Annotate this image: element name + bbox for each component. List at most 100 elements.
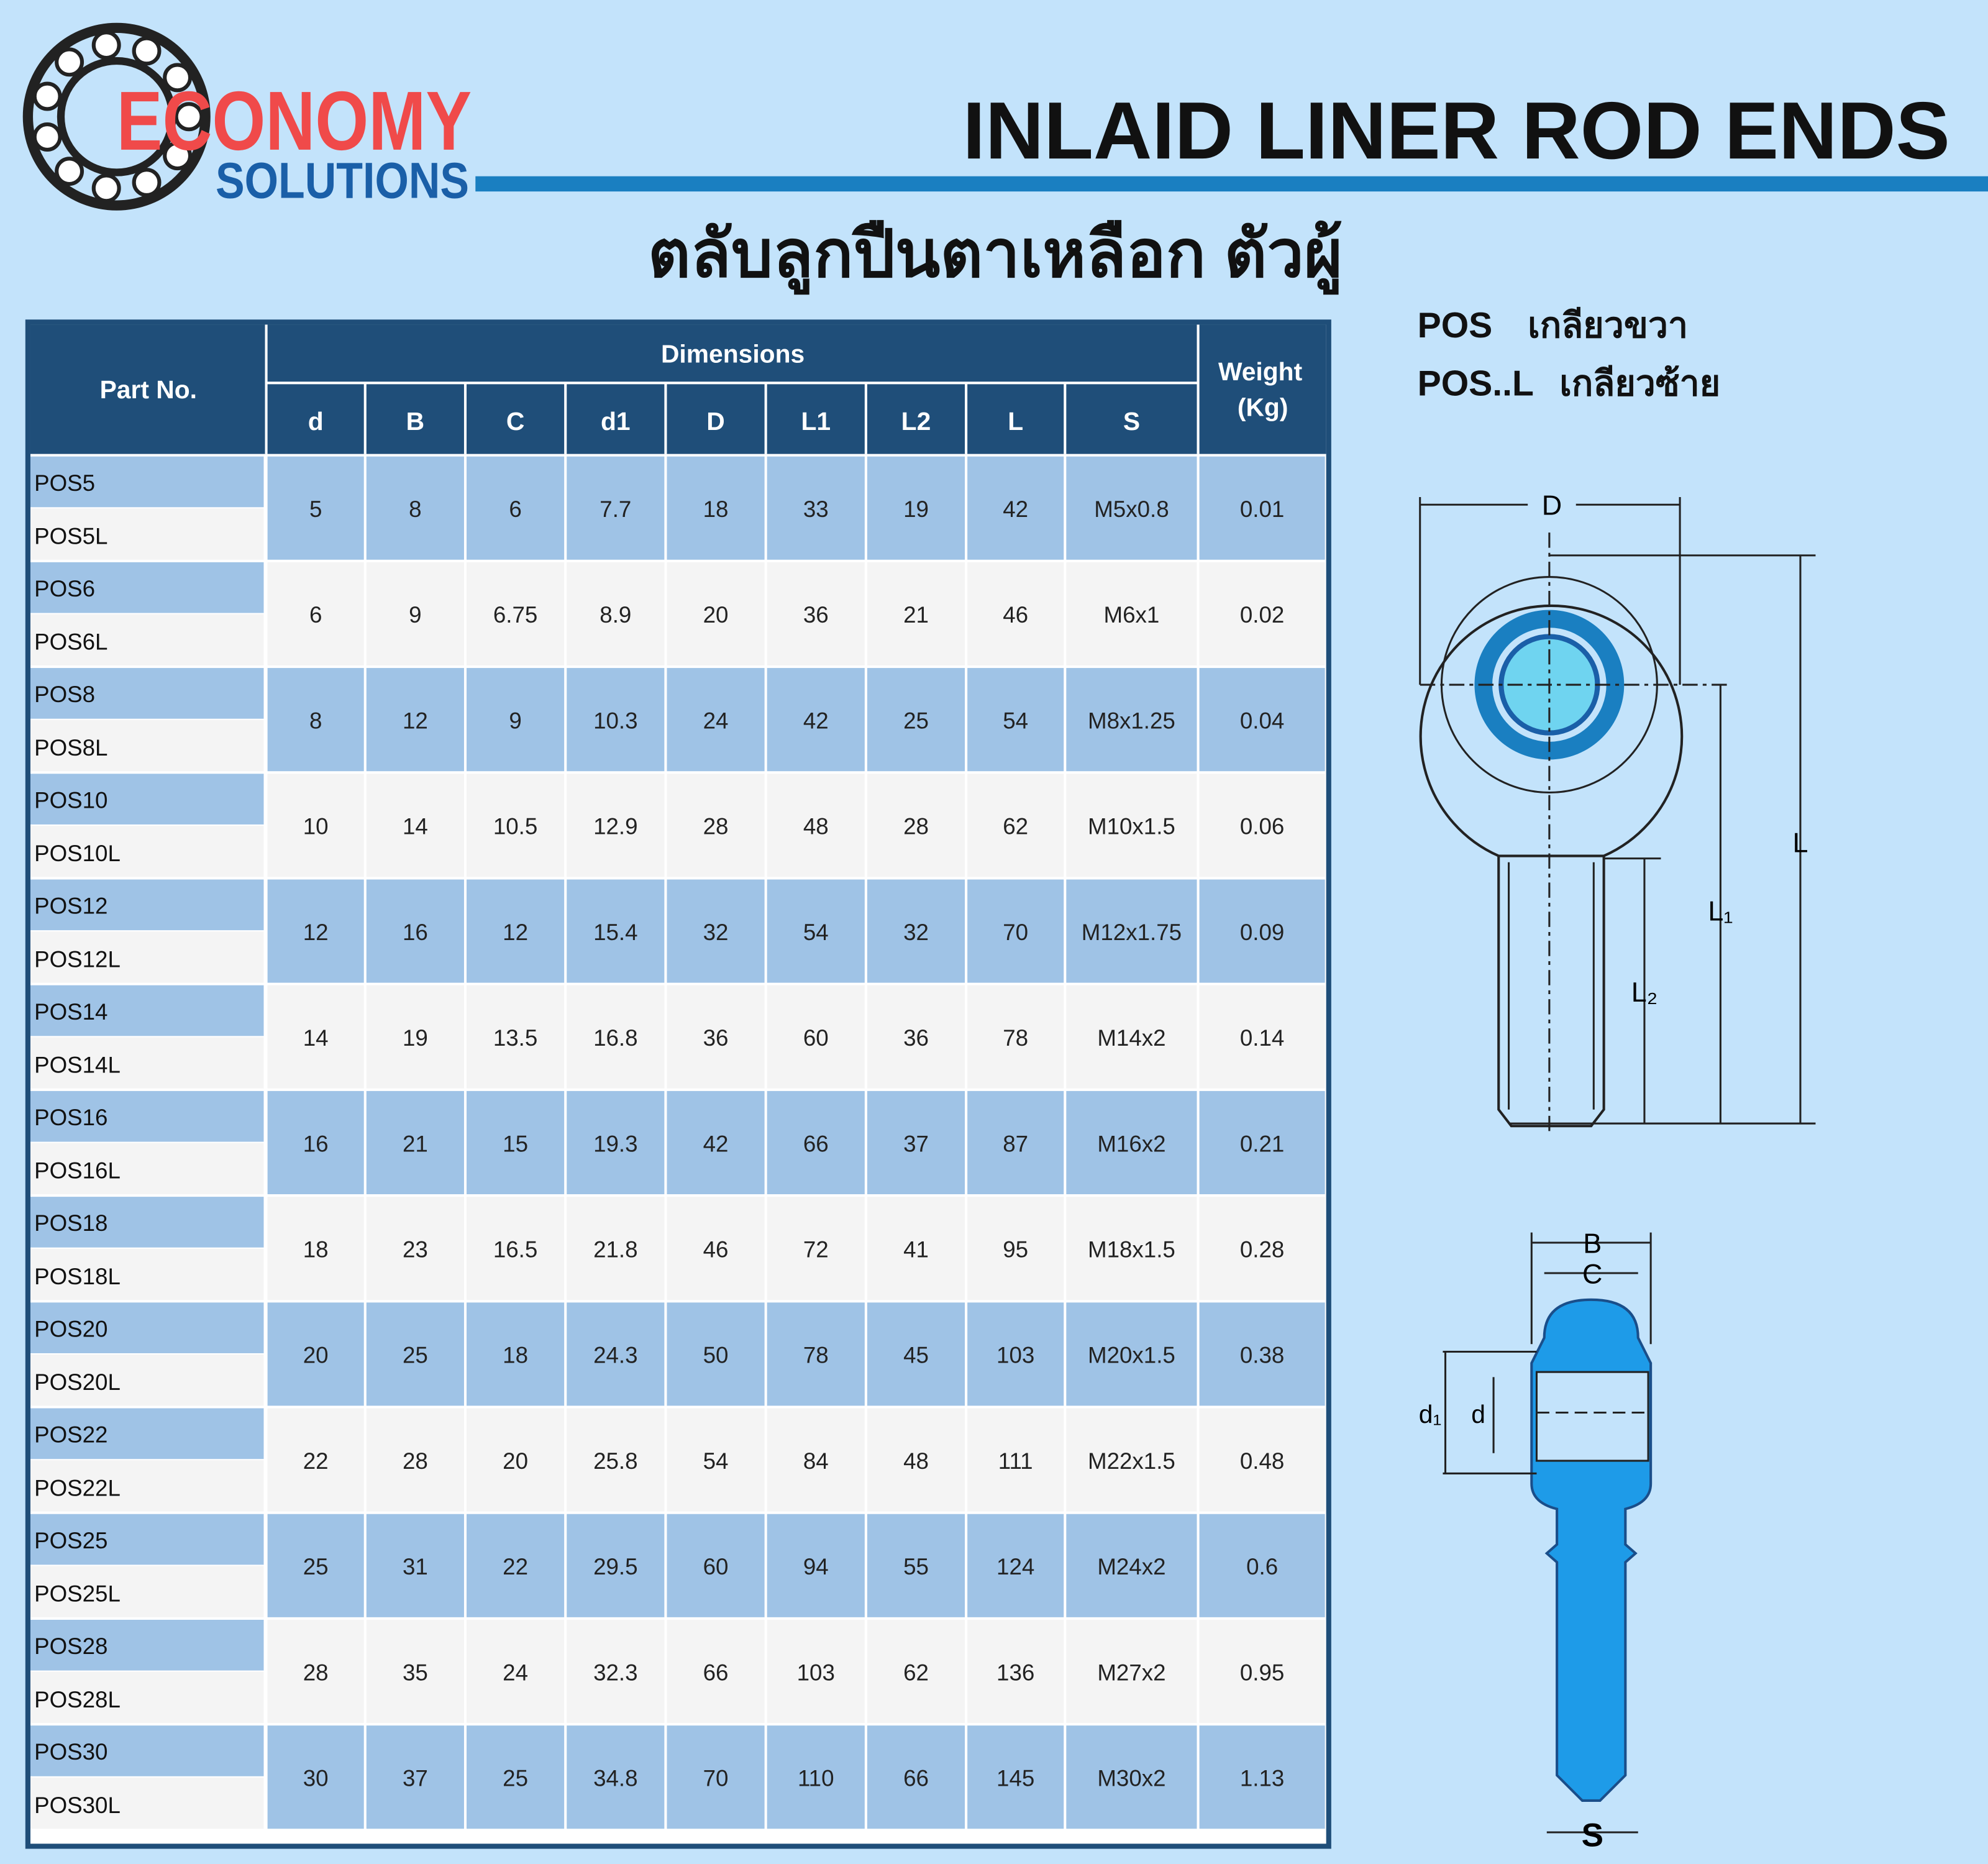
part-no: POS18L — [34, 1264, 121, 1289]
cell-text: 30 — [303, 1765, 329, 1791]
cell-text: 13.5 — [493, 1025, 537, 1051]
cell — [1066, 1619, 1197, 1724]
cell — [667, 1302, 765, 1406]
part-cell — [30, 1777, 264, 1829]
part-cell — [30, 1090, 264, 1142]
cell-text: 78 — [1003, 1025, 1028, 1051]
cell-text: 103 — [797, 1660, 835, 1685]
cell — [767, 1619, 865, 1724]
cell — [267, 1408, 364, 1512]
cell-text: 20 — [503, 1448, 528, 1474]
cell-text: 6.75 — [493, 602, 537, 628]
cell-text: 16 — [403, 920, 428, 945]
part-no: POS5 — [34, 470, 95, 496]
legend-text: เกลียวขวา — [1528, 306, 1688, 345]
cell-text: 94 — [803, 1554, 829, 1579]
dim-label: d₁ — [1419, 1400, 1441, 1428]
cell — [667, 668, 765, 772]
part-cell — [30, 1037, 264, 1089]
cell-text: 19 — [903, 496, 929, 522]
cell — [1199, 985, 1325, 1089]
cell-text: 9 — [509, 708, 521, 733]
cell-text: 0.28 — [1240, 1236, 1284, 1262]
header-cell: Dimensions — [661, 340, 805, 368]
cell — [767, 562, 865, 666]
cell-text: 46 — [703, 1236, 729, 1262]
cell — [767, 1408, 865, 1512]
subtitle: ตลับลูกปืนตาเหลือก ตัวผู้ — [648, 217, 1343, 295]
cell-text: 72 — [803, 1236, 829, 1262]
cell — [1066, 774, 1197, 877]
cell-text: 0.6 — [1246, 1554, 1278, 1579]
cell-text: 37 — [903, 1131, 929, 1156]
cell — [1066, 1725, 1197, 1829]
cell-text: 0.02 — [1240, 602, 1284, 628]
logo-ball — [163, 141, 193, 171]
shank — [1497, 854, 1605, 1128]
cell-text: 23 — [403, 1236, 428, 1262]
cell — [1066, 1408, 1197, 1512]
cell — [967, 1725, 1064, 1829]
part-no: POS5L — [34, 524, 107, 549]
logo-ball — [91, 30, 121, 60]
cell — [1066, 668, 1197, 772]
cell-text: M14x2 — [1097, 1025, 1165, 1051]
cell — [366, 1514, 464, 1617]
cell-text: 41 — [903, 1236, 929, 1262]
part-cell — [30, 614, 264, 666]
part-no: POS18 — [34, 1210, 107, 1236]
header-cell: C — [506, 407, 524, 436]
cell — [467, 1725, 565, 1829]
header-cell: S — [1123, 407, 1140, 436]
cell-text: 66 — [903, 1765, 929, 1791]
part-no: POS28 — [34, 1633, 107, 1659]
cell — [366, 1197, 464, 1300]
cell — [366, 985, 464, 1089]
cell — [567, 879, 665, 983]
cell-text: 36 — [803, 602, 829, 628]
cell — [567, 1302, 665, 1406]
cell-text: 110 — [798, 1765, 834, 1791]
cell-text: 28 — [903, 814, 929, 839]
dim-label: L₂ — [1631, 976, 1657, 1008]
header-cell: Part No. — [100, 375, 197, 404]
cell-text: 15 — [503, 1131, 528, 1156]
part-no: POS20L — [34, 1369, 121, 1395]
cell — [1066, 985, 1197, 1089]
cell-text: 12.9 — [593, 814, 637, 839]
legend-code: POS — [1418, 306, 1493, 345]
cell-text: 0.95 — [1240, 1660, 1284, 1685]
cell — [767, 1514, 865, 1617]
cell — [467, 456, 565, 560]
legend-code: POS..L — [1418, 364, 1534, 404]
cell-text: 0.06 — [1240, 814, 1284, 839]
cell — [567, 1197, 665, 1300]
cell — [267, 985, 364, 1089]
part-cell — [30, 774, 264, 825]
cell-text: 36 — [903, 1025, 929, 1051]
part-no: POS10 — [34, 787, 107, 813]
part-no: POS16 — [34, 1105, 107, 1130]
cell-text: 21.8 — [593, 1236, 637, 1262]
cell — [366, 1725, 464, 1829]
cell — [767, 1302, 865, 1406]
cell-text: M6x1 — [1104, 602, 1160, 628]
cell — [467, 668, 565, 772]
cell — [1199, 1619, 1325, 1724]
dim-label: L₁ — [1708, 895, 1733, 927]
part-no: POS20 — [34, 1316, 107, 1341]
cell-text: 7.7 — [600, 496, 631, 522]
cell-text: 8 — [309, 708, 322, 733]
cell — [366, 562, 464, 666]
cell — [567, 1619, 665, 1724]
cell — [867, 774, 965, 877]
cell-text: 36 — [703, 1025, 729, 1051]
cell-text: M10x1.5 — [1088, 814, 1175, 839]
cell-text: 25 — [503, 1765, 528, 1791]
cell — [867, 1197, 965, 1300]
cell — [667, 1514, 765, 1617]
cell — [967, 774, 1064, 877]
part-no: POS6L — [34, 629, 107, 655]
part-cell — [30, 720, 264, 772]
cell — [967, 1197, 1064, 1300]
